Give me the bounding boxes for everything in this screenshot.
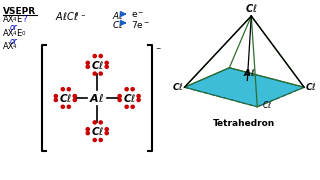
Text: 0: 0: [22, 31, 25, 36]
Text: 4: 4: [13, 44, 16, 49]
Circle shape: [86, 128, 89, 131]
Text: A$\ell$: A$\ell$: [89, 92, 104, 104]
Text: e$^-$: e$^-$: [131, 10, 144, 20]
Circle shape: [105, 65, 108, 68]
Circle shape: [105, 61, 108, 64]
Circle shape: [105, 132, 108, 135]
Circle shape: [118, 98, 121, 102]
Text: A$\ell$: A$\ell$: [243, 68, 256, 78]
Text: $^-$: $^-$: [79, 12, 86, 21]
Circle shape: [93, 55, 96, 58]
Circle shape: [99, 72, 102, 75]
Text: or: or: [10, 37, 18, 46]
Circle shape: [93, 138, 96, 141]
Circle shape: [105, 128, 108, 131]
Circle shape: [73, 98, 76, 102]
Text: C$\ell$: C$\ell$: [245, 2, 258, 14]
Text: or: or: [10, 23, 18, 32]
Text: $^-$: $^-$: [154, 45, 162, 54]
Circle shape: [125, 88, 128, 91]
Text: C$\ell$: C$\ell$: [91, 59, 104, 71]
Text: A$\ell$: A$\ell$: [112, 10, 124, 21]
Circle shape: [86, 65, 89, 68]
Polygon shape: [185, 68, 304, 107]
Circle shape: [99, 121, 102, 124]
Text: C$\ell$: C$\ell$: [262, 99, 272, 110]
Text: C$\ell$: C$\ell$: [172, 81, 183, 92]
Text: $_4$: $_4$: [74, 10, 79, 19]
Text: C$\ell$: C$\ell$: [91, 125, 104, 137]
Text: C$\ell$: C$\ell$: [305, 81, 317, 92]
Circle shape: [67, 88, 70, 91]
Text: 7e$^-$: 7e$^-$: [131, 19, 150, 30]
Text: C$\ell$: C$\ell$: [123, 92, 136, 104]
Circle shape: [67, 105, 70, 108]
Circle shape: [99, 55, 102, 58]
Text: A$\ell$C$\ell$: A$\ell$C$\ell$: [55, 10, 78, 22]
Circle shape: [54, 94, 57, 98]
Text: E: E: [16, 15, 21, 24]
Text: AX: AX: [3, 29, 14, 38]
Circle shape: [61, 105, 64, 108]
Text: AX: AX: [3, 42, 14, 51]
Text: C$\ell$: C$\ell$: [59, 92, 72, 104]
Circle shape: [131, 105, 134, 108]
Circle shape: [54, 98, 57, 102]
Circle shape: [73, 94, 76, 98]
Text: Tetrahedron: Tetrahedron: [213, 120, 276, 129]
Circle shape: [99, 138, 102, 141]
Text: 4: 4: [13, 31, 16, 36]
Circle shape: [93, 72, 96, 75]
Text: E: E: [16, 29, 21, 38]
Circle shape: [125, 105, 128, 108]
Circle shape: [61, 88, 64, 91]
Text: AX: AX: [3, 15, 14, 24]
Text: C$\ell$: C$\ell$: [112, 19, 123, 30]
Text: ?: ?: [22, 15, 27, 24]
Circle shape: [86, 61, 89, 64]
Text: VSEPR: VSEPR: [3, 7, 36, 16]
Circle shape: [118, 94, 121, 98]
Circle shape: [131, 88, 134, 91]
Circle shape: [86, 132, 89, 135]
Circle shape: [137, 94, 140, 98]
Circle shape: [137, 98, 140, 102]
Text: 4: 4: [13, 17, 16, 22]
Circle shape: [93, 121, 96, 124]
